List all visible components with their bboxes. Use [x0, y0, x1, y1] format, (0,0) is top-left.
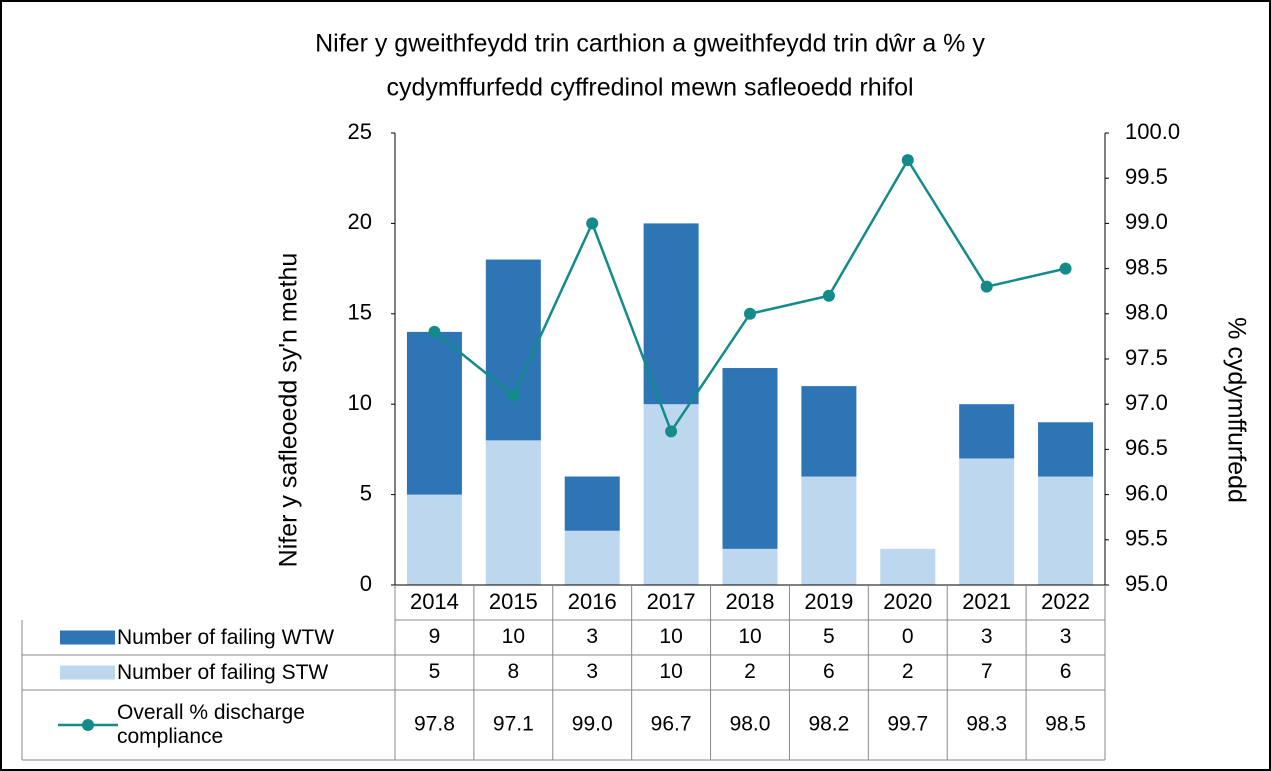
y-tick-label: 15: [348, 300, 372, 325]
x-tick-label: 2018: [726, 589, 775, 614]
table-value: 2: [902, 660, 914, 683]
table-value: 10: [659, 625, 682, 648]
line-point: [428, 325, 441, 338]
x-tick-label: 2020: [883, 589, 932, 614]
legend-label-text: Overall % discharge compliance: [117, 701, 305, 748]
y2-tick-label: 96.0: [1125, 480, 1168, 505]
y2-tick-label: 99.5: [1125, 164, 1168, 189]
legend-swatch: [60, 630, 115, 645]
y2-tick-label: 99.0: [1125, 209, 1168, 234]
legend-label: Number of failing STW: [117, 660, 329, 684]
line-point: [744, 307, 756, 320]
y-tick-label: 25: [348, 119, 372, 144]
legend-label-text: Number of failing STW: [117, 660, 329, 684]
table-value: 3: [981, 625, 993, 648]
bar: [722, 548, 778, 585]
y2-tick-label: 96.5: [1125, 435, 1168, 460]
table-value: 0: [902, 625, 914, 648]
bar: [564, 530, 620, 585]
table-value: 98.5: [1045, 713, 1086, 736]
table-value: 99.0: [572, 713, 613, 736]
x-tick-label: 2021: [962, 589, 1011, 614]
table-value: 98.2: [808, 713, 849, 736]
table-value: 7: [981, 660, 993, 683]
table-value: 6: [1060, 660, 1072, 683]
bar: [406, 494, 462, 585]
x-tick-label: 2017: [647, 589, 696, 614]
table-value: 10: [738, 625, 761, 648]
x-tick-label: 2015: [489, 589, 538, 614]
table-value: 3: [586, 625, 598, 648]
y2-tick-label: 98.5: [1125, 254, 1168, 279]
x-tick-label: 2016: [568, 589, 617, 614]
x-tick-label: 2022: [1041, 589, 1090, 614]
bar: [801, 386, 857, 477]
table-value: 8: [507, 660, 519, 683]
x-tick-label: 2019: [804, 589, 853, 614]
line-point: [507, 389, 520, 402]
table-value: 97.8: [414, 713, 455, 736]
line-point: [980, 280, 993, 293]
table-value: 9: [429, 625, 441, 648]
bar: [1038, 422, 1094, 477]
bar: [801, 476, 857, 585]
table-value: 6: [823, 660, 835, 683]
y-tick-label: 10: [348, 390, 372, 415]
legend-label: Number of failing WTW: [117, 625, 335, 649]
chart-title: cydymffurfedd cyffredinol mewn safleoedd…: [386, 74, 913, 102]
y-tick-label: 20: [348, 209, 372, 234]
table-value: 3: [586, 660, 598, 683]
table-value: 97.1: [493, 713, 534, 736]
legend-label-text: Number of failing WTW: [117, 625, 335, 649]
table-value: 3: [1060, 625, 1072, 648]
table-value: 2: [744, 660, 756, 683]
y2-tick-label: 98.0: [1125, 300, 1168, 325]
y-tick-label: 0: [360, 571, 372, 596]
table-value: 5: [823, 625, 835, 648]
bar: [643, 223, 699, 405]
table-value: 10: [659, 660, 682, 683]
y-tick-label: 5: [360, 480, 372, 505]
bar: [1038, 476, 1094, 585]
line-point: [586, 217, 599, 230]
table-value: 96.7: [651, 713, 692, 736]
y2-tick-label: 95.5: [1125, 526, 1168, 551]
bar: [564, 476, 620, 531]
chart-title: Nifer y gweithfeydd trin carthion a gwei…: [315, 30, 985, 58]
bar: [485, 440, 541, 585]
table-value: 5: [429, 660, 441, 683]
y2-tick-label: 97.5: [1125, 345, 1168, 370]
y2-axis-label: % cydymffurfedd: [1222, 317, 1250, 503]
line-point: [822, 289, 835, 302]
line-point: [901, 154, 914, 167]
line-point: [1059, 262, 1072, 275]
x-tick-label: 2014: [410, 589, 459, 614]
legend-label: Overall % discharge compliance: [117, 701, 305, 748]
table-value: 99.7: [887, 713, 928, 736]
bar: [722, 368, 778, 549]
bar: [485, 259, 541, 441]
table-value: 98.0: [730, 713, 771, 736]
legend-swatch: [82, 719, 94, 731]
line-point: [665, 425, 678, 438]
y2-tick-label: 97.0: [1125, 390, 1168, 415]
table-value: 98.3: [966, 713, 1007, 736]
table-value: 10: [502, 625, 525, 648]
y2-tick-label: 100.0: [1125, 119, 1180, 144]
bar: [959, 404, 1015, 459]
y-axis-label: Nifer y safleoedd sy'n methu: [275, 253, 303, 568]
bar: [880, 548, 936, 585]
legend-swatch: [60, 665, 115, 680]
bar: [959, 458, 1015, 585]
bar: [406, 331, 462, 495]
y2-tick-label: 95.0: [1125, 571, 1168, 596]
